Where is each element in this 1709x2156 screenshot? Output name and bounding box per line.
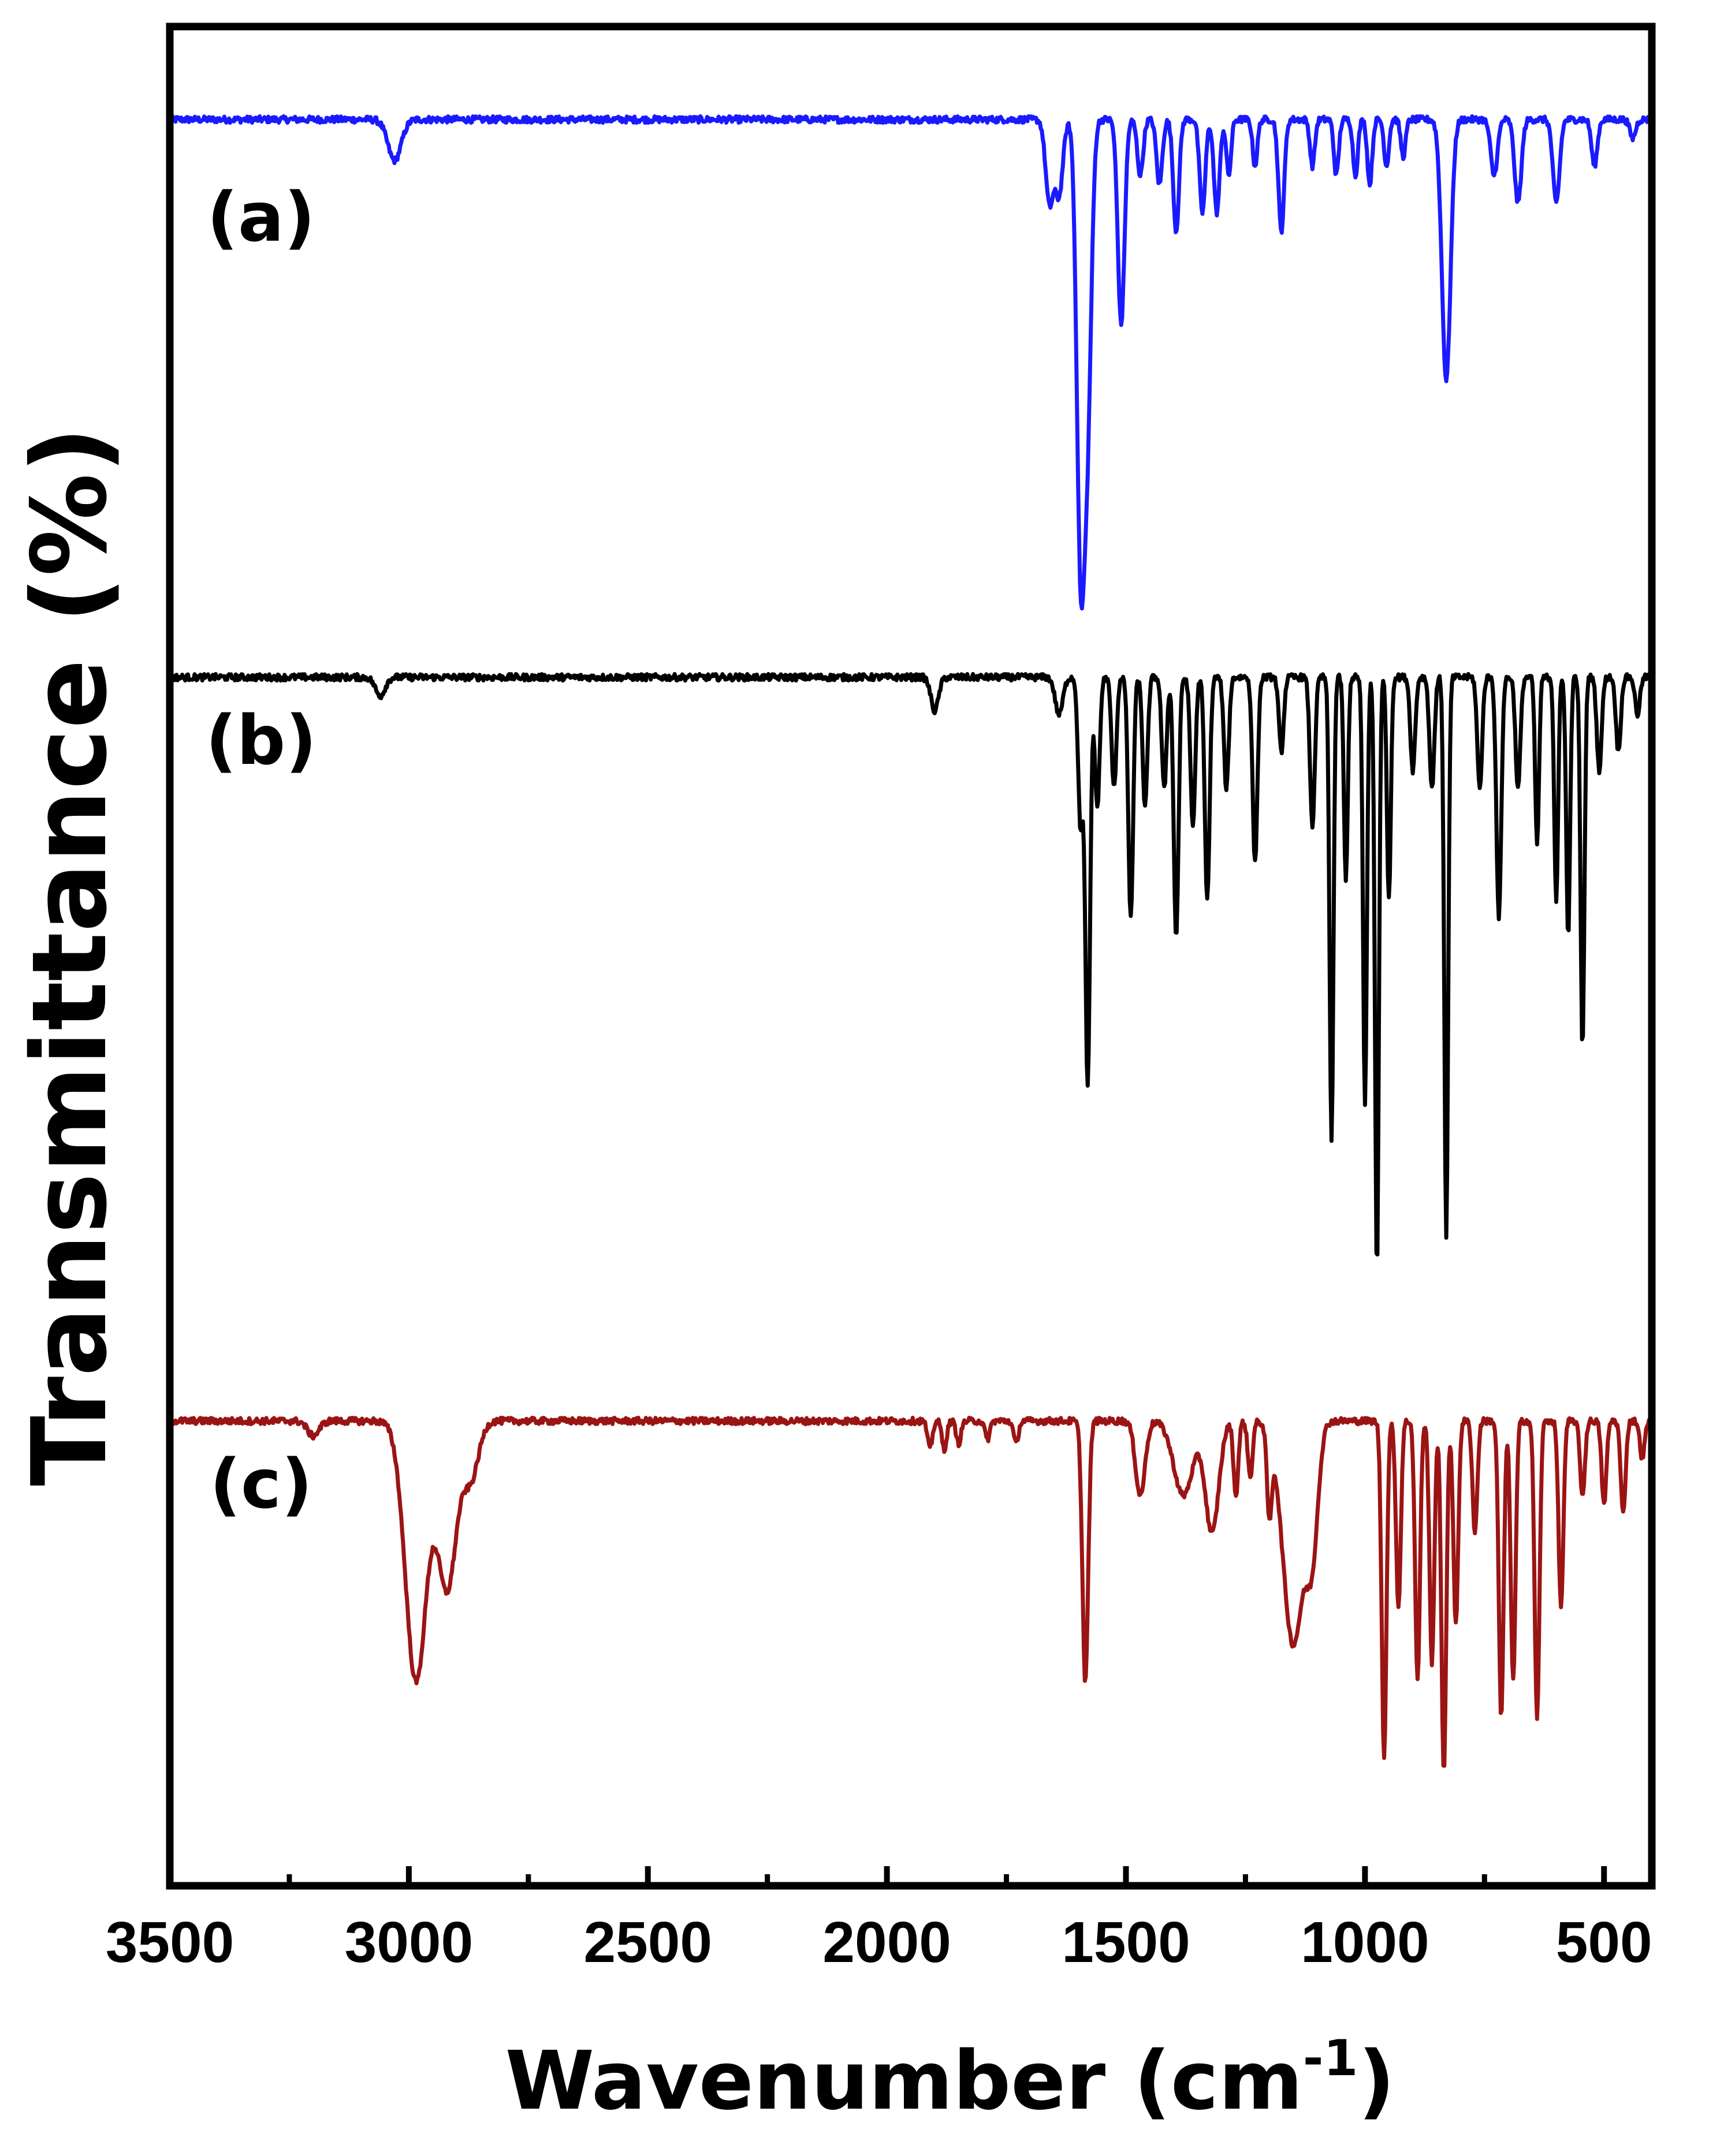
x-axis-title-sup: -1 xyxy=(1303,2030,1358,2087)
x-tick-label: 1000 xyxy=(1301,1910,1429,1975)
panel-labels: (a) (b) (c) xyxy=(206,177,317,1524)
x-tick-label: 1500 xyxy=(1062,1910,1190,1975)
x-tick-label: 2500 xyxy=(584,1910,712,1975)
series-line-3 xyxy=(167,1415,1654,1768)
x-tick-label: 3000 xyxy=(345,1910,473,1975)
series-label-3: (c) xyxy=(210,1444,312,1524)
plot-frame xyxy=(166,23,1656,1890)
x-tick-label: 2000 xyxy=(822,1910,951,1975)
x-axis-title-close: ) xyxy=(1358,2034,1395,2128)
x-axis-title-main: Wavenumber (cm xyxy=(505,2034,1303,2128)
series-label-2: (b) xyxy=(206,700,317,780)
x-tick-label: 3500 xyxy=(106,1910,234,1975)
series-line-2 xyxy=(167,672,1654,1257)
series-line-1 xyxy=(167,114,1654,611)
x-tick-labels: 3500 3000 2500 2000 1500 1000 500 xyxy=(106,1910,1652,1975)
y-axis-title: Transmittance (%) xyxy=(10,426,129,1486)
x-axis-title: Wavenumber (cm-1) xyxy=(505,2030,1395,2128)
series-layer xyxy=(167,114,1654,1768)
series-label-1: (a) xyxy=(207,177,315,257)
x-tick-label: 500 xyxy=(1556,1910,1652,1975)
